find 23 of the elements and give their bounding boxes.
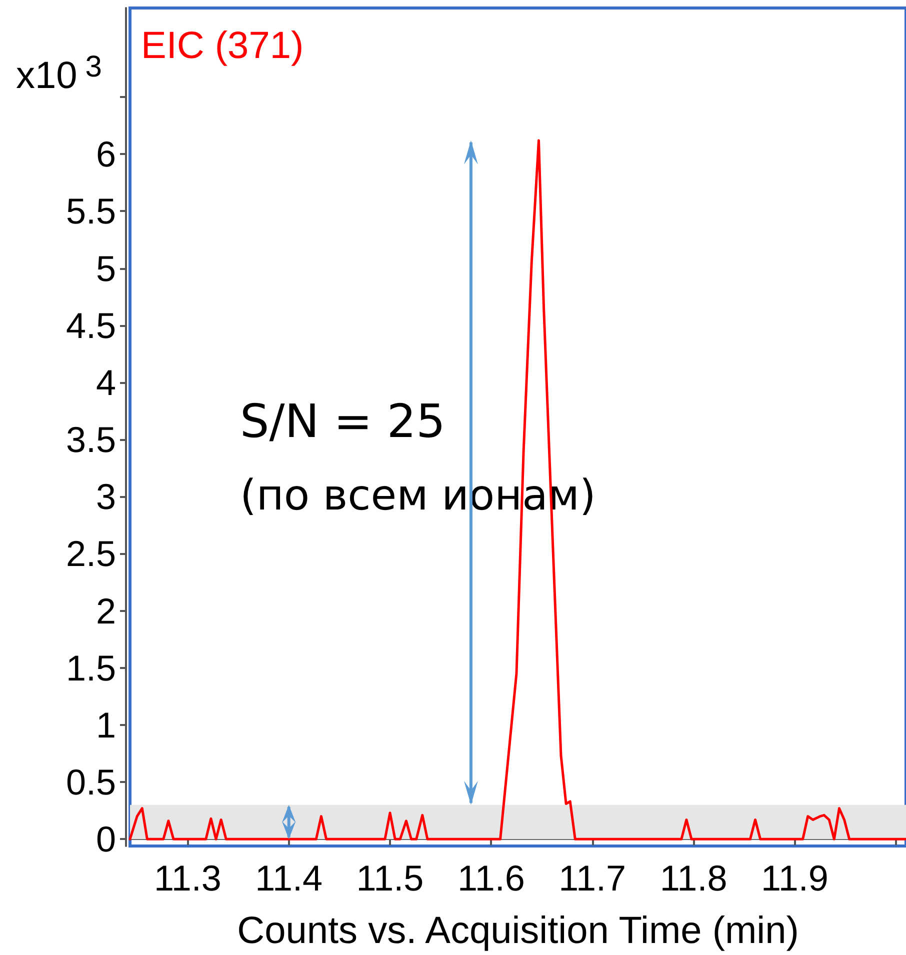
y-tick-label: 2 <box>96 590 116 632</box>
x-tick-label: 11.9 <box>761 858 828 898</box>
y-tick-label: 0.5 <box>66 762 116 803</box>
x-tick-label: 11.6 <box>457 858 525 898</box>
y-tick-label: 3 <box>96 476 116 518</box>
x-tick-label: 11.5 <box>356 858 424 898</box>
y-tick-label: 1 <box>96 704 116 746</box>
y-tick-label: 6 <box>96 134 116 175</box>
x-tick-label: 11.8 <box>660 858 728 898</box>
x-tick-label: 11.4 <box>255 858 323 898</box>
y-tick-label: 5 <box>96 248 116 289</box>
y-tick-label: 4 <box>96 362 116 403</box>
y-tick-label: 3.5 <box>66 419 116 460</box>
x-axis-title: Counts vs. Acquisition Time (min) <box>237 910 799 952</box>
y-tick-label: 2.5 <box>66 533 116 574</box>
y-tick-label: 1.5 <box>66 647 116 688</box>
x-tick-label: 11.3 <box>154 858 222 898</box>
annotation: S/N = 25 <box>240 394 446 448</box>
x-tick-label: 11.7 <box>558 858 626 898</box>
y-tick-label: 0 <box>96 818 116 860</box>
y-tick-label: 5.5 <box>66 190 116 232</box>
y-tick-label: 4.5 <box>66 304 116 346</box>
chart-title: EIC (371) <box>141 25 304 67</box>
